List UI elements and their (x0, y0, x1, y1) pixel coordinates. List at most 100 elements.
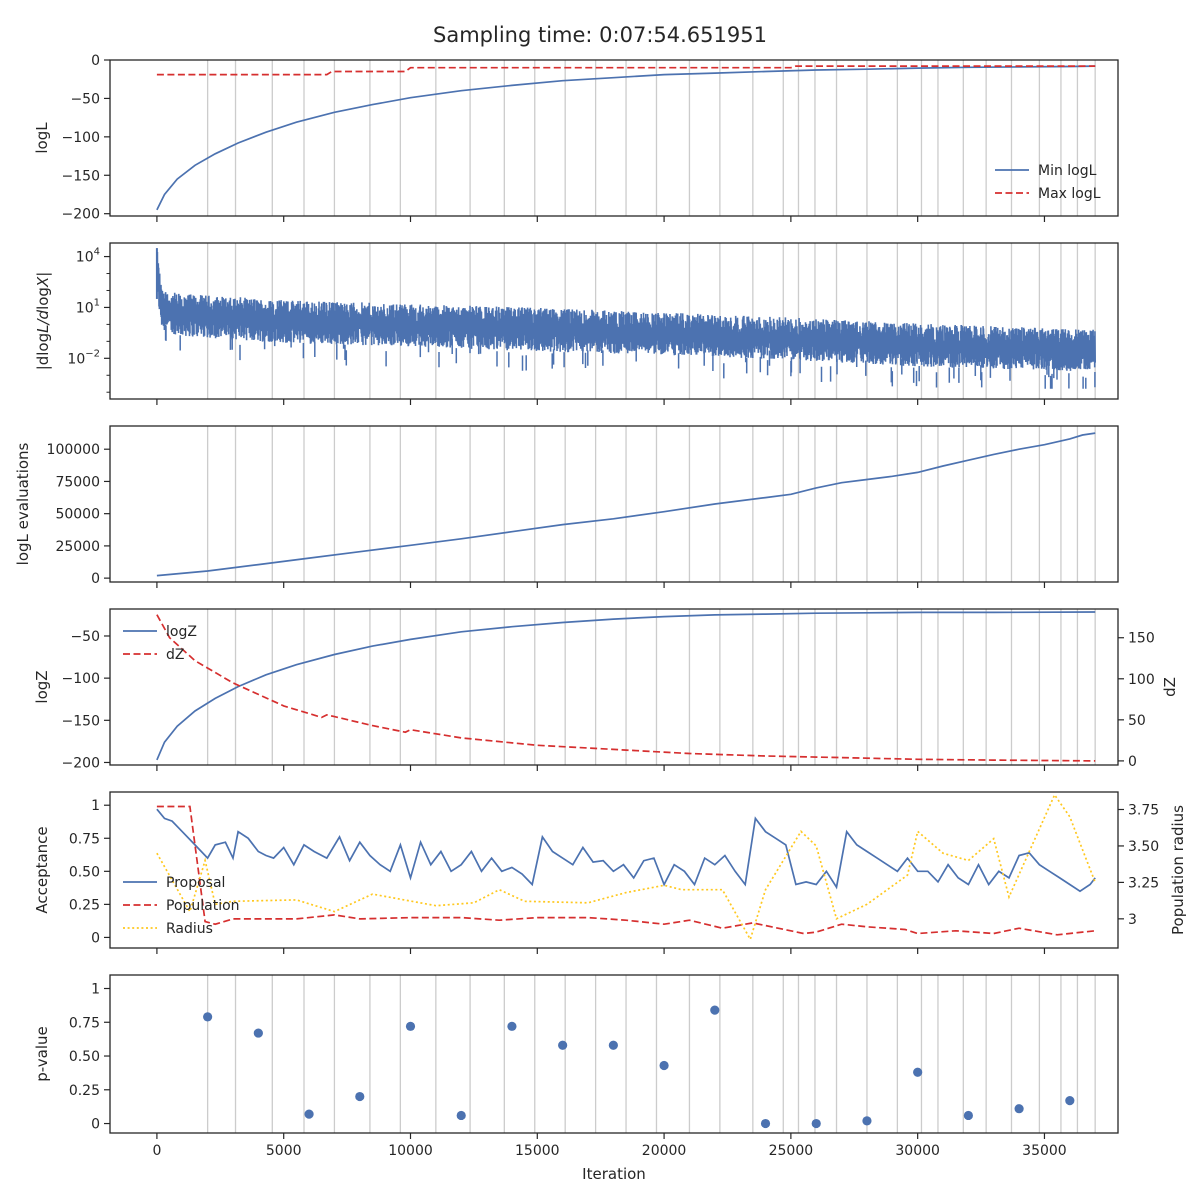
p-value-point (659, 1060, 669, 1071)
y-tick-label: 0 (91, 1117, 100, 1133)
legend-label: Max logL (1038, 186, 1101, 202)
y-tick-label: −150 (62, 713, 100, 729)
data-layer (156, 793, 1096, 942)
p-value-point (304, 1109, 314, 1119)
x-axis-label: Iteration (582, 1165, 646, 1183)
y-axis-label: logL evaluations (14, 442, 32, 565)
p-value-point (253, 1028, 263, 1038)
x-tick-label: 15000 (515, 1143, 560, 1159)
p-value-point (355, 1091, 365, 1102)
series-logz (156, 611, 1096, 761)
y-tick-label: 10−2 (67, 348, 100, 367)
panel-5: 0 0.25 0.50 0.75 1 3 3.25 3.50 3.75 Acceptance Pop… (33, 791, 1187, 954)
axes-frame (109, 242, 1119, 400)
y-tick-label: 0 (91, 930, 100, 946)
y-axis-right-label: Population radius (1169, 805, 1187, 935)
x-tick-label: 30000 (895, 1143, 940, 1159)
p-value-point (760, 1118, 771, 1129)
p-value-point (811, 1118, 821, 1129)
x-tick-label: 25000 (769, 1143, 814, 1159)
panel-3: 0 25000 50000 75000 100000 logL evaluations (14, 425, 1119, 588)
y-right-tick-label: 0 (1128, 754, 1137, 770)
y-tick-label: 25000 (55, 539, 100, 555)
insertion-lines (206, 609, 1096, 765)
p-value-point (558, 1040, 568, 1050)
data-layer (155, 248, 1096, 389)
series-dz (156, 614, 1096, 762)
x-tick-label: 20000 (642, 1143, 687, 1159)
y-tick-label: −200 (62, 755, 100, 771)
legend-label: Radius (166, 921, 213, 937)
y-right-tick-label: 3 (1128, 912, 1137, 928)
series-population (156, 805, 1096, 936)
y-tick-label: 0.25 (69, 1083, 100, 1099)
x-tick-label: 5000 (266, 1143, 302, 1159)
p-value-point (862, 1116, 872, 1126)
y-tick-label: −100 (62, 671, 100, 687)
y-tick-label: 0.50 (69, 864, 100, 880)
y-tick-label: 1 (91, 982, 100, 998)
derivative-dips (164, 324, 1096, 389)
legend: logZ dZ (123, 624, 197, 663)
p-value-point (1065, 1095, 1075, 1106)
y-tick-label: 104 (76, 247, 100, 266)
data-layer (156, 611, 1096, 762)
series-proposal (156, 808, 1096, 893)
p-value-point (608, 1040, 618, 1050)
y-axis-label: logZ (33, 670, 51, 703)
p-value-point (963, 1110, 973, 1121)
y-axis-label: logL (33, 122, 51, 154)
y-tick-label: 101 (76, 297, 100, 316)
y-tick-label: −50 (70, 91, 100, 107)
panel-4: −50 −100 −150 −200 0 50 100 150 logZ dZ logZ dZ (33, 608, 1179, 771)
p-value-point (710, 1005, 720, 1015)
data-layer (156, 65, 1096, 211)
axes-frame (109, 791, 1119, 949)
x-tick-label: 35000 (1022, 1143, 1067, 1159)
p-value-point (507, 1021, 517, 1031)
y-axis-label: |dlogL/dlogX| (34, 272, 52, 371)
p-value-point (203, 1012, 213, 1022)
y-axis-label: p-value (33, 1026, 51, 1082)
y-tick-label: 75000 (55, 474, 100, 490)
series-max-logl (156, 65, 1096, 76)
axes-frame (109, 974, 1119, 1134)
legend-label: dZ (166, 647, 184, 663)
panel-2: 104 101 10−2 |dlogL/dlogX| (34, 242, 1119, 405)
legend-label: Population (166, 898, 240, 914)
y-right-tick-label: 3.75 (1128, 802, 1159, 818)
y-right-tick-label: 3.25 (1128, 875, 1159, 891)
y-tick-label: 0.50 (69, 1049, 100, 1065)
panel-6: 0 5000 10000 15000 20000 25000 30000 35000 0 0.25… (33, 974, 1119, 1159)
y-axis-label: Acceptance (33, 826, 51, 913)
y-tick-label: 0 (91, 571, 100, 587)
y-right-tick-label: 50 (1128, 713, 1146, 729)
figure-title: Sampling time: 0:07:54.651951 (433, 23, 767, 47)
axes-frame (109, 425, 1119, 583)
data-layer (156, 432, 1096, 577)
y-tick-label: −200 (62, 207, 100, 223)
y-tick-label: −50 (70, 629, 100, 645)
y-tick-label: −150 (62, 168, 100, 184)
y-tick-label: 50000 (55, 507, 100, 523)
legend-label: Min logL (1038, 163, 1097, 179)
y-tick-label: −100 (62, 130, 100, 146)
legend: Min logL Max logL (995, 163, 1101, 202)
panel-1: 0 −50 −100 −150 −200 logL Min logL Max logL (33, 53, 1119, 223)
axes-frame (109, 59, 1119, 217)
insertion-lines (206, 426, 1096, 582)
data-layer (203, 1005, 1075, 1129)
series-min-logl (156, 65, 1096, 211)
legend-label: logZ (166, 624, 197, 640)
legend: Proposal Population Radius (123, 875, 240, 937)
p-value-point (913, 1067, 923, 1077)
p-value-point (1014, 1104, 1024, 1114)
series-line (156, 432, 1096, 577)
y-axis-right-label: dZ (1161, 677, 1179, 697)
y-right-tick-label: 3.50 (1128, 839, 1159, 855)
x-tick-label: 0 (152, 1143, 161, 1159)
axes-frame (109, 608, 1119, 766)
